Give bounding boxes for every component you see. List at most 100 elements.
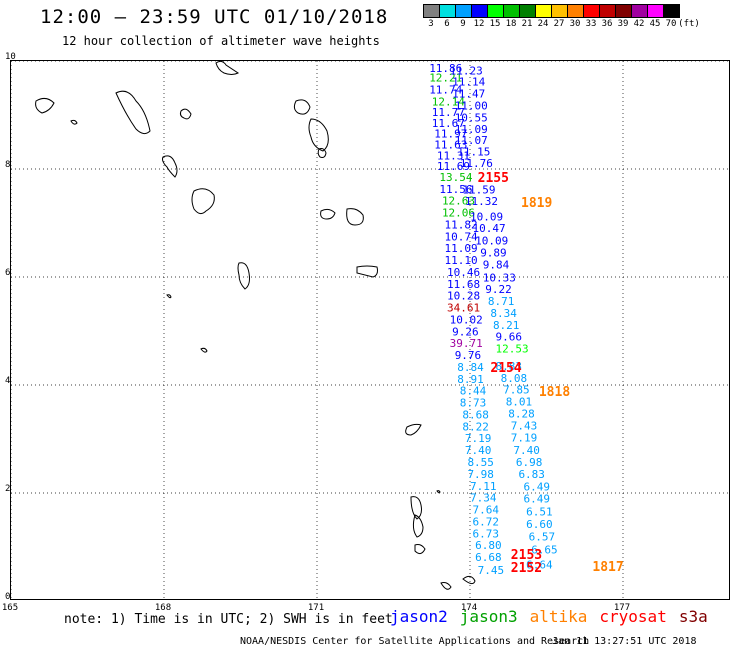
- wave-height-value: 6.73: [473, 527, 500, 540]
- legend-swatch: [503, 4, 520, 18]
- satellite-name: jason2: [390, 607, 448, 626]
- wave-height-value: 6.80: [475, 539, 502, 552]
- island-outline: [356, 265, 378, 278]
- wave-height-value: 6.64: [526, 559, 553, 572]
- pass-time-label: 2153: [511, 548, 542, 563]
- wave-height-value: 7.34: [470, 492, 497, 505]
- wave-height-value: 8.68: [462, 408, 489, 421]
- island-outline: [436, 490, 441, 494]
- wave-height-map[interactable]: 11.86 12.21 11.74 12.14 11.77 11.67 11.97 11.63…: [10, 60, 730, 600]
- wave-height-value: 11.68: [447, 278, 480, 291]
- wave-height-value: 11.10: [445, 254, 478, 267]
- legend-labels: 3 6 9 12 15 18 21 24 27 30 33 36 39 42 45 70 (ft): [423, 18, 740, 30]
- wave-height-value: 11.56: [439, 183, 472, 196]
- legend-label: 30: [569, 19, 581, 29]
- island-outline: [70, 119, 78, 125]
- wave-height-value: 34.61: [447, 302, 480, 315]
- pass-time-label: 2155: [478, 171, 509, 186]
- wave-height-value: 7.43: [511, 419, 538, 432]
- wave-height-value: 11.32: [465, 195, 498, 208]
- wave-height-value: 8.73: [460, 397, 487, 410]
- wave-height-value: 6.60: [526, 518, 553, 531]
- island-outlines: [35, 61, 476, 590]
- lat-label: 4: [5, 376, 11, 386]
- island-outline: [462, 575, 476, 585]
- legend-swatch: [631, 4, 648, 18]
- pass-time-label: 1818: [539, 385, 570, 400]
- satellite-legend: jason2 jason3 altika cryosat s3a: [390, 607, 720, 626]
- color-legend: 3 6 9 12 15 18 21 24 27 30 33 36 39 42 45 70 (ft): [423, 4, 740, 30]
- wave-height-value: 12.14: [432, 95, 465, 108]
- legend-swatch: [647, 4, 664, 18]
- wave-height-value: 6.49: [524, 480, 551, 493]
- wave-height-value: 11.09: [445, 242, 478, 255]
- wave-height-value: 10.09: [470, 210, 503, 223]
- wave-height-value: 8.83: [496, 360, 523, 373]
- wave-height-value: 9.66: [496, 331, 523, 344]
- island-outline: [237, 262, 250, 290]
- legend-swatch: [519, 4, 536, 18]
- island-outline: [293, 99, 311, 115]
- legend-swatch: [663, 4, 680, 18]
- lon-label: 168: [154, 603, 172, 613]
- satellite-name: altika: [529, 607, 588, 626]
- island-outline: [162, 155, 178, 178]
- legend-swatch: [567, 4, 584, 18]
- credit-text: NOAA/NESDIS Center for Satellite Applica…: [240, 636, 590, 647]
- legend-label: 42: [633, 19, 645, 29]
- legend-swatch: [423, 4, 440, 18]
- wave-height-value: 7.64: [473, 504, 500, 517]
- map-title: 12:00 – 23:59 UTC 01/10/2018: [40, 6, 389, 28]
- lat-label: 0: [5, 592, 11, 602]
- wave-height-value: 9.76: [455, 349, 482, 362]
- lat-label: 6: [5, 268, 11, 278]
- island-outline: [179, 108, 192, 120]
- legend-label: 27: [553, 19, 565, 29]
- wave-height-value: 10.55: [455, 111, 488, 124]
- wave-height-value: 7.40: [513, 444, 540, 457]
- satellite-name: cryosat: [599, 607, 667, 626]
- legend-label: 39: [617, 19, 629, 29]
- lon-label: 171: [307, 603, 325, 613]
- wave-height-value: 8.28: [508, 407, 535, 420]
- wave-height-value: 8.21: [493, 319, 520, 332]
- wave-height-value: 11.77: [432, 106, 465, 119]
- note-text: note: 1) Time is in UTC; 2) SWH is in fe…: [64, 612, 393, 627]
- legend-unit: (ft): [678, 19, 700, 29]
- wave-height-value: 6.65: [531, 543, 558, 556]
- wave-height-value: 7.98: [467, 468, 494, 481]
- wave-height-value: 8.71: [488, 295, 514, 308]
- island-outline: [346, 208, 364, 226]
- legend-label: 24: [537, 19, 549, 29]
- wave-height-value: 7.19: [511, 432, 538, 445]
- legend-swatch: [455, 4, 472, 18]
- wave-height-value: 6.51: [526, 506, 553, 519]
- legend-label: 18: [505, 19, 517, 29]
- wave-height-value: 8.34: [490, 307, 517, 320]
- wave-height-value: 11.59: [462, 183, 495, 196]
- wave-height-value: 10.46: [447, 266, 480, 279]
- wave-height-value: 11.47: [452, 88, 485, 101]
- island-outline: [115, 90, 151, 135]
- wave-height-value: 10.74: [445, 230, 478, 243]
- wave-height-value: 8.22: [462, 420, 489, 433]
- lon-label: 165: [1, 603, 19, 613]
- pass-time-label: 1817: [592, 560, 623, 575]
- satellite-name: s3a: [678, 607, 708, 626]
- wave-height-value: 9.22: [485, 283, 512, 296]
- wave-height-value: 12.63: [442, 195, 475, 208]
- wave-height-value: 39.71: [450, 337, 483, 350]
- legend-swatches: [423, 4, 740, 18]
- timestamp-text: Jan 11 13:27:51 UTC 2018: [552, 636, 697, 647]
- wave-height-value: 9.84: [483, 258, 510, 271]
- wave-height-value: 11.86: [429, 62, 462, 75]
- lat-label: 2: [5, 484, 11, 494]
- wave-height-value: 9.26: [452, 325, 479, 338]
- wave-height-value: 13.54: [439, 171, 472, 184]
- wave-height-value: 6.72: [473, 515, 500, 528]
- legend-swatch: [583, 4, 600, 18]
- wave-height-value: 7.19: [465, 432, 492, 445]
- wave-height-value: 11.63: [434, 138, 467, 151]
- wave-height-value: 11.67: [432, 117, 465, 130]
- island-outline: [215, 61, 239, 75]
